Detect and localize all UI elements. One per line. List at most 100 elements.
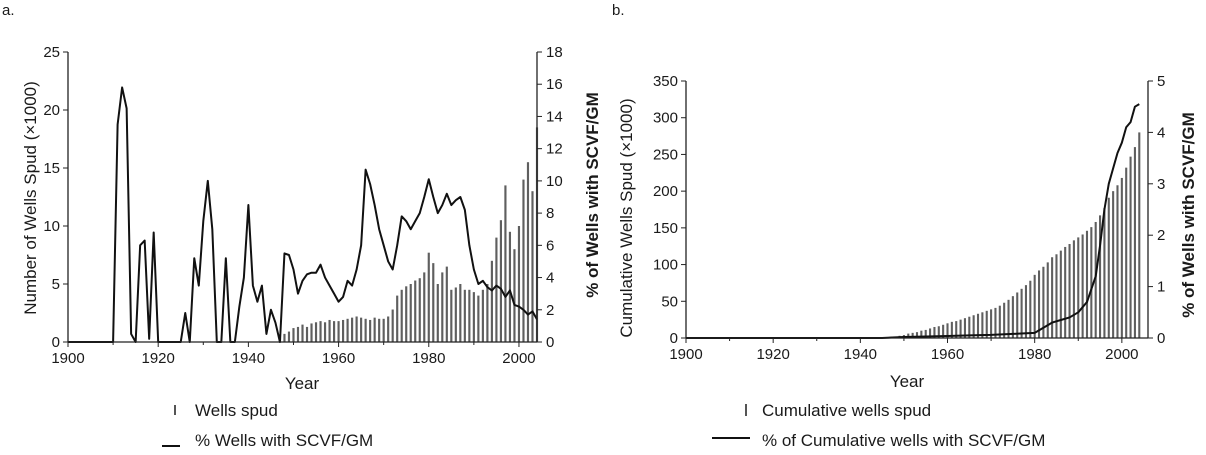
y2-tick-label-a-12: 12	[546, 141, 563, 158]
bar-b-1962	[955, 321, 958, 338]
panel-a-bars	[278, 127, 539, 343]
bar-b-1997	[1107, 197, 1110, 338]
panel-b-axes: 1900 1920 1940 1960 1980 20000501001502002503…	[653, 73, 1165, 363]
bar-b-1974	[1007, 299, 1010, 338]
bar-a-1954	[310, 323, 313, 342]
bar-b-2004	[1138, 132, 1141, 338]
y-tick-label-b-0: 0	[670, 330, 678, 347]
panel-b-legend-line-label: % of Cumulative wells with SCVF/GM	[762, 431, 1045, 450]
bar-a-1993	[486, 284, 489, 342]
bar-a-1971	[387, 316, 390, 342]
y-tick-label-a-20: 20	[43, 102, 60, 119]
bar-a-1974	[400, 289, 403, 342]
bar-a-1952	[301, 324, 304, 342]
panel-a-legend-line-label: % Wells with SCVF/GM	[195, 431, 373, 450]
bar-b-2002	[1129, 156, 1132, 338]
bar-a-1987	[459, 284, 462, 342]
panel-a-legend-bar-swatch	[174, 405, 176, 415]
bar-a-1999	[513, 249, 516, 342]
bar-a-1961	[342, 319, 345, 342]
bar-a-1972	[391, 309, 394, 342]
y2-tick-label-a-6: 6	[546, 237, 554, 254]
panel-b-label: b.	[612, 2, 625, 19]
x-tick-label-b-1900: 1900	[669, 346, 702, 363]
bar-b-1970	[990, 309, 993, 338]
panel-b-chart: b. Cumulative Wells Spud (×1000) % of We…	[612, 2, 1198, 450]
y2-tick-label-b-0: 0	[1157, 330, 1165, 347]
panel-b-x-axis-title: Year	[890, 372, 925, 391]
bar-a-1968	[373, 317, 376, 342]
x-tick-label-a-1940: 1940	[232, 350, 265, 367]
y2-tick-label-a-18: 18	[546, 44, 563, 61]
bar-b-2000	[1120, 177, 1123, 338]
y-tick-label-a-15: 15	[43, 160, 60, 177]
bar-a-1962	[346, 318, 349, 342]
bar-a-1959	[332, 321, 336, 342]
bar-a-1953	[305, 326, 309, 342]
x-tick-label-a-1980: 1980	[412, 350, 445, 367]
bar-a-1982	[436, 284, 439, 342]
bar-a-1975	[405, 286, 408, 342]
bar-a-1988	[463, 289, 466, 342]
y2-tick-label-b-5: 5	[1157, 73, 1165, 90]
y-tick-label-b-200: 200	[653, 183, 678, 200]
y-tick-label-b-50: 50	[661, 293, 678, 310]
bar-b-1958	[937, 326, 940, 338]
bar-b-1960	[946, 323, 949, 338]
y2-tick-label-a-16: 16	[546, 76, 563, 93]
y2-tick-label-a-2: 2	[546, 302, 554, 319]
bar-b-1991	[1081, 234, 1084, 338]
bar-b-1956	[929, 328, 932, 338]
y-tick-label-a-25: 25	[43, 44, 60, 61]
bar-a-1967	[369, 319, 372, 342]
bar-a-1956	[319, 321, 322, 342]
x-tick-label-b-2000: 2000	[1105, 346, 1138, 363]
bar-b-1952	[911, 332, 914, 338]
bar-b-1972	[998, 305, 1001, 338]
bar-a-1989	[468, 289, 471, 342]
y-tick-label-a-10: 10	[43, 218, 60, 235]
bar-b-1980	[1033, 274, 1036, 338]
panel-a-y-axis-title: Number of Wells Spud (×1000)	[21, 81, 40, 315]
bar-a-1960	[337, 321, 340, 342]
y-tick-label-b-150: 150	[653, 220, 678, 237]
panel-a-y2-axis-title: % of Wells with SCVF/GM	[583, 92, 602, 298]
bar-b-1957	[933, 326, 936, 338]
bar-a-1973	[396, 295, 399, 342]
y2-tick-label-a-4: 4	[546, 270, 554, 287]
bar-a-1998	[508, 231, 512, 342]
bar-a-1964	[355, 316, 358, 342]
bar-a-1949	[287, 331, 291, 342]
x-tick-label-b-1960: 1960	[931, 346, 964, 363]
bar-b-1981	[1037, 270, 1041, 338]
panel-a-legend-bar-label: Wells spud	[195, 401, 278, 420]
bar-b-1985	[1055, 254, 1058, 338]
bar-b-1964	[963, 318, 966, 338]
bar-b-1953	[915, 332, 919, 338]
panel-a-chart: a. Number of Wells Spud (×1000) % of Wel…	[2, 2, 602, 450]
bar-a-1991	[477, 295, 480, 342]
bar-a-1983	[441, 272, 444, 342]
bar-b-1966	[972, 315, 975, 338]
y2-tick-label-a-10: 10	[546, 173, 563, 190]
y-tick-label-b-350: 350	[653, 73, 678, 90]
x-tick-label-b-1920: 1920	[756, 346, 789, 363]
bar-b-1965	[968, 316, 971, 338]
panel-a-x-axis-title: Year	[285, 374, 320, 393]
bar-b-1994	[1094, 221, 1097, 338]
bar-b-2001	[1125, 167, 1128, 338]
bar-b-2003	[1133, 147, 1136, 338]
panel-b-legend: Cumulative wells spud % of Cumulative we…	[712, 401, 1045, 450]
panel-b-y2-axis-title: % of Wells with SCVF/GM	[1179, 112, 1198, 318]
bar-b-1951	[907, 333, 910, 338]
bar-b-1996	[1103, 208, 1106, 338]
x-tick-label-a-2000: 2000	[502, 350, 535, 367]
bar-a-1978	[418, 278, 421, 342]
y-tick-label-b-100: 100	[653, 257, 678, 274]
bar-a-1980	[427, 252, 430, 342]
bar-b-1993	[1090, 227, 1093, 338]
y2-tick-label-b-4: 4	[1157, 124, 1165, 141]
bar-a-1948	[283, 333, 286, 342]
panel-b-y-axis-title: Cumulative Wells Spud (×1000)	[617, 98, 636, 337]
